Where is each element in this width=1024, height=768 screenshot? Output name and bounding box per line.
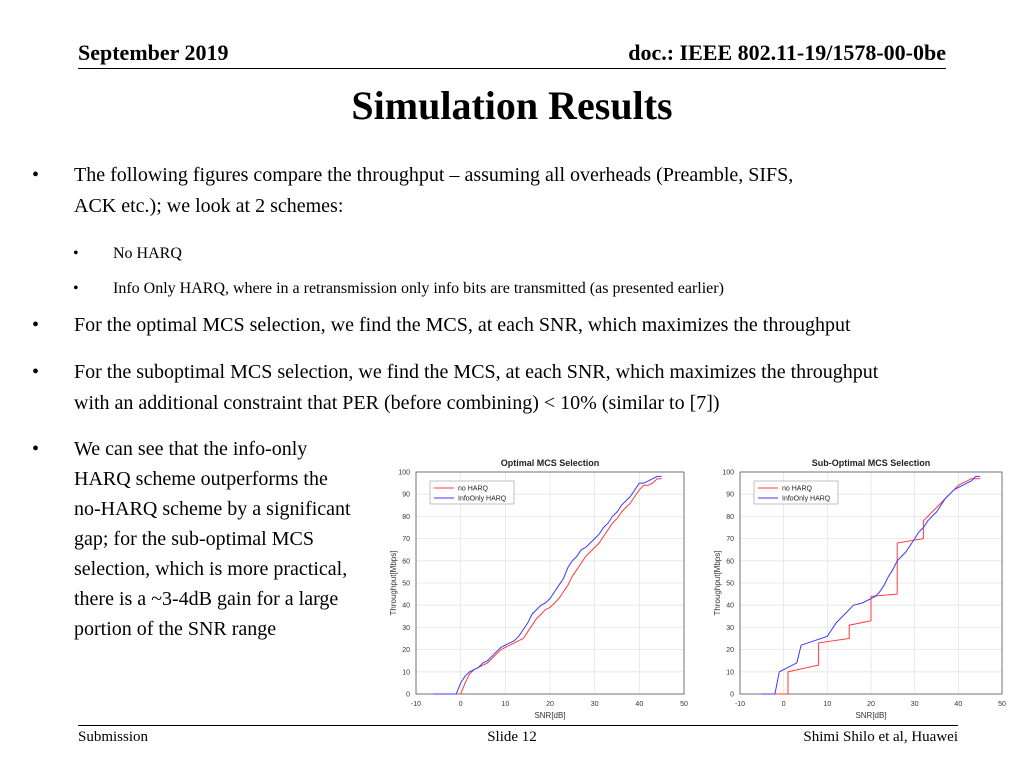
suboptimal-mcs-chart: Sub-Optimal MCS Selection-10 0 10 20 30 40 500…	[713, 458, 1006, 720]
x-tick-label: 50	[680, 701, 688, 708]
footer-submission: Submission	[78, 729, 149, 745]
legend-label: InfoOnly HARQ	[782, 496, 831, 503]
y-tick-label: 100	[722, 470, 734, 477]
chart-title: Sub-Optimal MCS Selection	[812, 458, 931, 468]
y-tick-label: 20	[726, 647, 734, 654]
header-date: September 2019	[78, 40, 229, 65]
bullet-dot: •	[32, 314, 40, 336]
bullet-optimal: • For the optimal MCS selection, we find…	[32, 310, 851, 341]
optimal-mcs-chart: Optimal MCS Selection-10 0 10 20 30 40 5001020…	[389, 458, 688, 720]
header-divider	[78, 68, 946, 69]
y-tick-label: 80	[402, 514, 410, 521]
footer-slide-number: Slide 12	[487, 729, 537, 745]
y-tick-label: 0	[406, 692, 410, 699]
x-tick-label: 0	[782, 701, 786, 708]
slide-title: Simulation Results	[351, 83, 673, 128]
legend-label: InfoOnly HARQ	[458, 496, 507, 503]
y-tick-label: 70	[402, 536, 410, 543]
x-tick-label: 50	[998, 701, 1006, 708]
x-axis-label: SNR[dB]	[534, 711, 565, 720]
legend-label: no HARQ	[782, 486, 813, 493]
x-tick-label: 10	[501, 701, 509, 708]
y-tick-label: 80	[726, 514, 734, 521]
x-tick-label: -10	[411, 701, 421, 708]
y-tick-label: 90	[726, 492, 734, 499]
subbullet-dot: •	[73, 245, 79, 262]
bullet-optimal-text: For the optimal MCS selection, we find t…	[74, 314, 851, 336]
conclusion-line: portion of the SNR range	[74, 618, 277, 640]
plot-area	[739, 471, 1003, 695]
conclusion-line: selection, which is more practical,	[74, 558, 348, 580]
x-tick-label: 30	[911, 701, 919, 708]
bullet-dot: •	[32, 438, 40, 460]
x-tick-label: 20	[867, 701, 875, 708]
conclusion-line: gap; for the sub-optimal MCS	[74, 528, 314, 550]
series-line-info-only-harq	[433, 475, 662, 695]
y-axis-label: Throughput[Mbps]	[713, 551, 722, 616]
x-tick-label: 0	[459, 701, 463, 708]
y-tick-label: 20	[402, 647, 410, 654]
footer-author: Shimi Shilo et al, Huawei	[803, 729, 958, 745]
series-line-info-only-harq	[761, 475, 981, 695]
y-tick-label: 0	[730, 692, 734, 699]
x-axis-label: SNR[dB]	[855, 711, 886, 720]
series-line-no-harq	[761, 478, 981, 695]
bullet-suboptimal: • For the suboptimal MCS selection, we f…	[32, 357, 879, 419]
y-tick-label: 50	[726, 581, 734, 588]
x-tick-label: 30	[591, 701, 599, 708]
subbullet-no-harq-text: No HARQ	[113, 245, 182, 262]
y-tick-label: 50	[402, 581, 410, 588]
y-tick-label: 70	[726, 536, 734, 543]
legend-label: no HARQ	[458, 486, 489, 493]
x-tick-label: 40	[635, 701, 643, 708]
footer-divider	[78, 725, 958, 726]
subbullet-no-harq: • No HARQ	[73, 243, 182, 265]
bullet-conclusion: • We can see that the info-only HARQ sch…	[32, 434, 351, 644]
subbullet-info-only: • Info Only HARQ, where in a retransmiss…	[73, 278, 724, 300]
y-tick-label: 30	[402, 625, 410, 632]
bullet-overview-line1: The following figures compare the throug…	[74, 164, 794, 186]
y-tick-label: 60	[402, 558, 410, 565]
bullet-suboptimal-line2: with an additional constraint that PER (…	[74, 392, 720, 414]
conclusion-line: We can see that the info-only	[74, 438, 308, 460]
y-tick-label: 40	[726, 603, 734, 610]
x-tick-label: 40	[954, 701, 962, 708]
bullet-suboptimal-line1: For the suboptimal MCS selection, we fin…	[74, 361, 879, 383]
conclusion-line: there is a ~3-4dB gain for a large	[74, 588, 339, 610]
y-tick-label: 10	[402, 669, 410, 676]
y-tick-label: 90	[402, 492, 410, 499]
subbullet-info-only-text: Info Only HARQ, where in a retransmissio…	[113, 280, 724, 297]
y-tick-label: 60	[726, 558, 734, 565]
x-tick-label: 20	[546, 701, 554, 708]
subbullet-dot: •	[73, 280, 79, 297]
y-tick-label: 30	[726, 625, 734, 632]
y-tick-label: 100	[398, 470, 410, 477]
y-tick-label: 40	[402, 603, 410, 610]
conclusion-line: HARQ scheme outperforms the	[74, 468, 328, 490]
header-doc-id: doc.: IEEE 802.11-19/1578-00-0be	[628, 40, 946, 65]
plot-area	[415, 471, 685, 695]
chart-title: Optimal MCS Selection	[501, 458, 600, 468]
bullet-dot: •	[32, 164, 40, 186]
x-tick-label: 10	[823, 701, 831, 708]
bullet-dot: •	[32, 361, 40, 383]
y-tick-label: 10	[726, 669, 734, 676]
bullet-overview-line2: ACK etc.); we look at 2 schemes:	[74, 195, 344, 217]
y-axis-label: Throughput[Mbps]	[389, 551, 398, 616]
bullet-overview: • The following figures compare the thro…	[32, 160, 794, 222]
conclusion-line: no-HARQ scheme by a significant	[74, 498, 351, 520]
series-line-no-harq	[433, 478, 662, 695]
x-tick-label: -10	[735, 701, 745, 708]
